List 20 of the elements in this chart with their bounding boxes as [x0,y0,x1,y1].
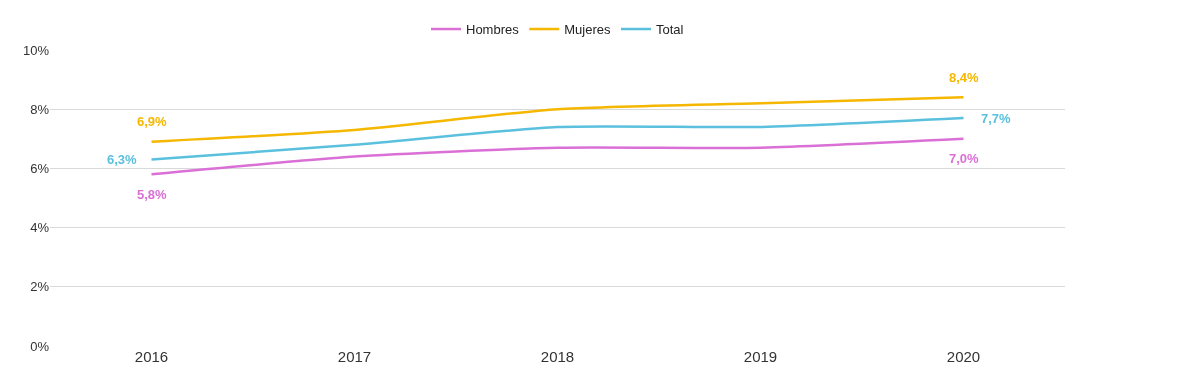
y-tick-label: 2% [30,279,50,295]
y-tick-label: 8% [30,101,50,117]
x-tick-label: 2020 [946,348,981,365]
y-tick-label: 10% [22,42,50,58]
x-tick-label: 2019 [743,348,778,365]
data-label: 7,7% [981,111,1012,126]
legend-label: Total [655,22,684,38]
data-label: 7,0% [949,151,980,166]
data-label: 6,9% [137,114,168,129]
data-label: 8,4% [949,70,980,85]
data-label: 6,3% [107,152,138,167]
y-tick-label: 0% [30,338,50,354]
legend-label: Hombres [466,22,520,38]
x-tick-label: 2016 [134,348,169,365]
y-tick-label: 6% [30,160,50,176]
data-label: 5,8% [137,187,168,202]
legend-label: Mujeres [564,22,611,38]
y-tick-label: 4% [30,220,50,236]
x-tick-label: 2017 [337,348,372,365]
x-tick-label: 2018 [540,348,575,365]
